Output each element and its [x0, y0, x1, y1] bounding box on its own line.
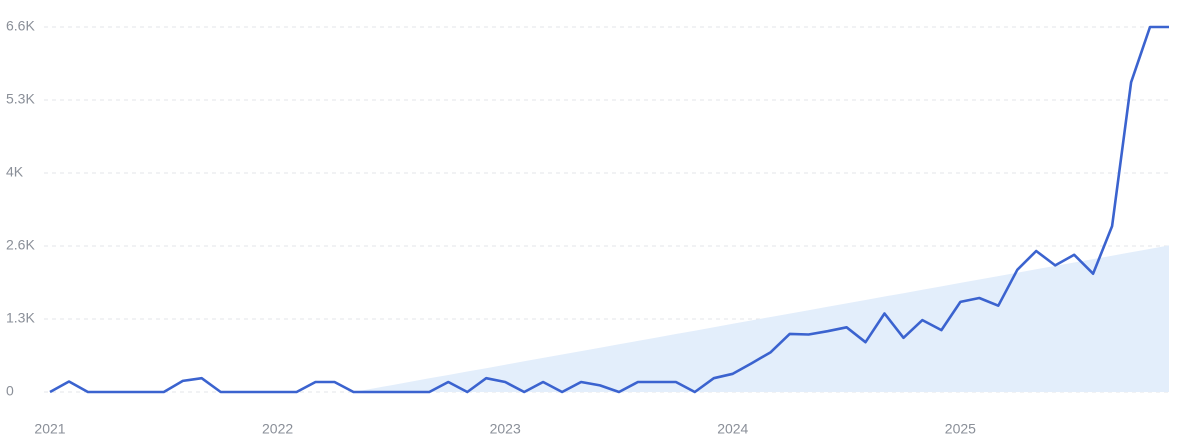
- y-tick-label: 6.6K: [6, 18, 35, 34]
- y-tick-label: 2.6K: [6, 237, 35, 253]
- x-tick-label: 2024: [717, 421, 748, 437]
- x-tick-label: 2021: [34, 421, 65, 437]
- y-tick-label: 0: [6, 383, 14, 399]
- x-tick-label: 2022: [262, 421, 293, 437]
- y-tick-label: 4K: [6, 164, 24, 180]
- line: [49, 25, 1169, 394]
- trend-area: [353, 245, 1169, 392]
- y-tick-label: 5.3K: [6, 91, 35, 107]
- y-tick-label: 1.3K: [6, 310, 35, 326]
- x-tick-label: 2023: [490, 421, 521, 437]
- x-tick-label: 2025: [945, 421, 976, 437]
